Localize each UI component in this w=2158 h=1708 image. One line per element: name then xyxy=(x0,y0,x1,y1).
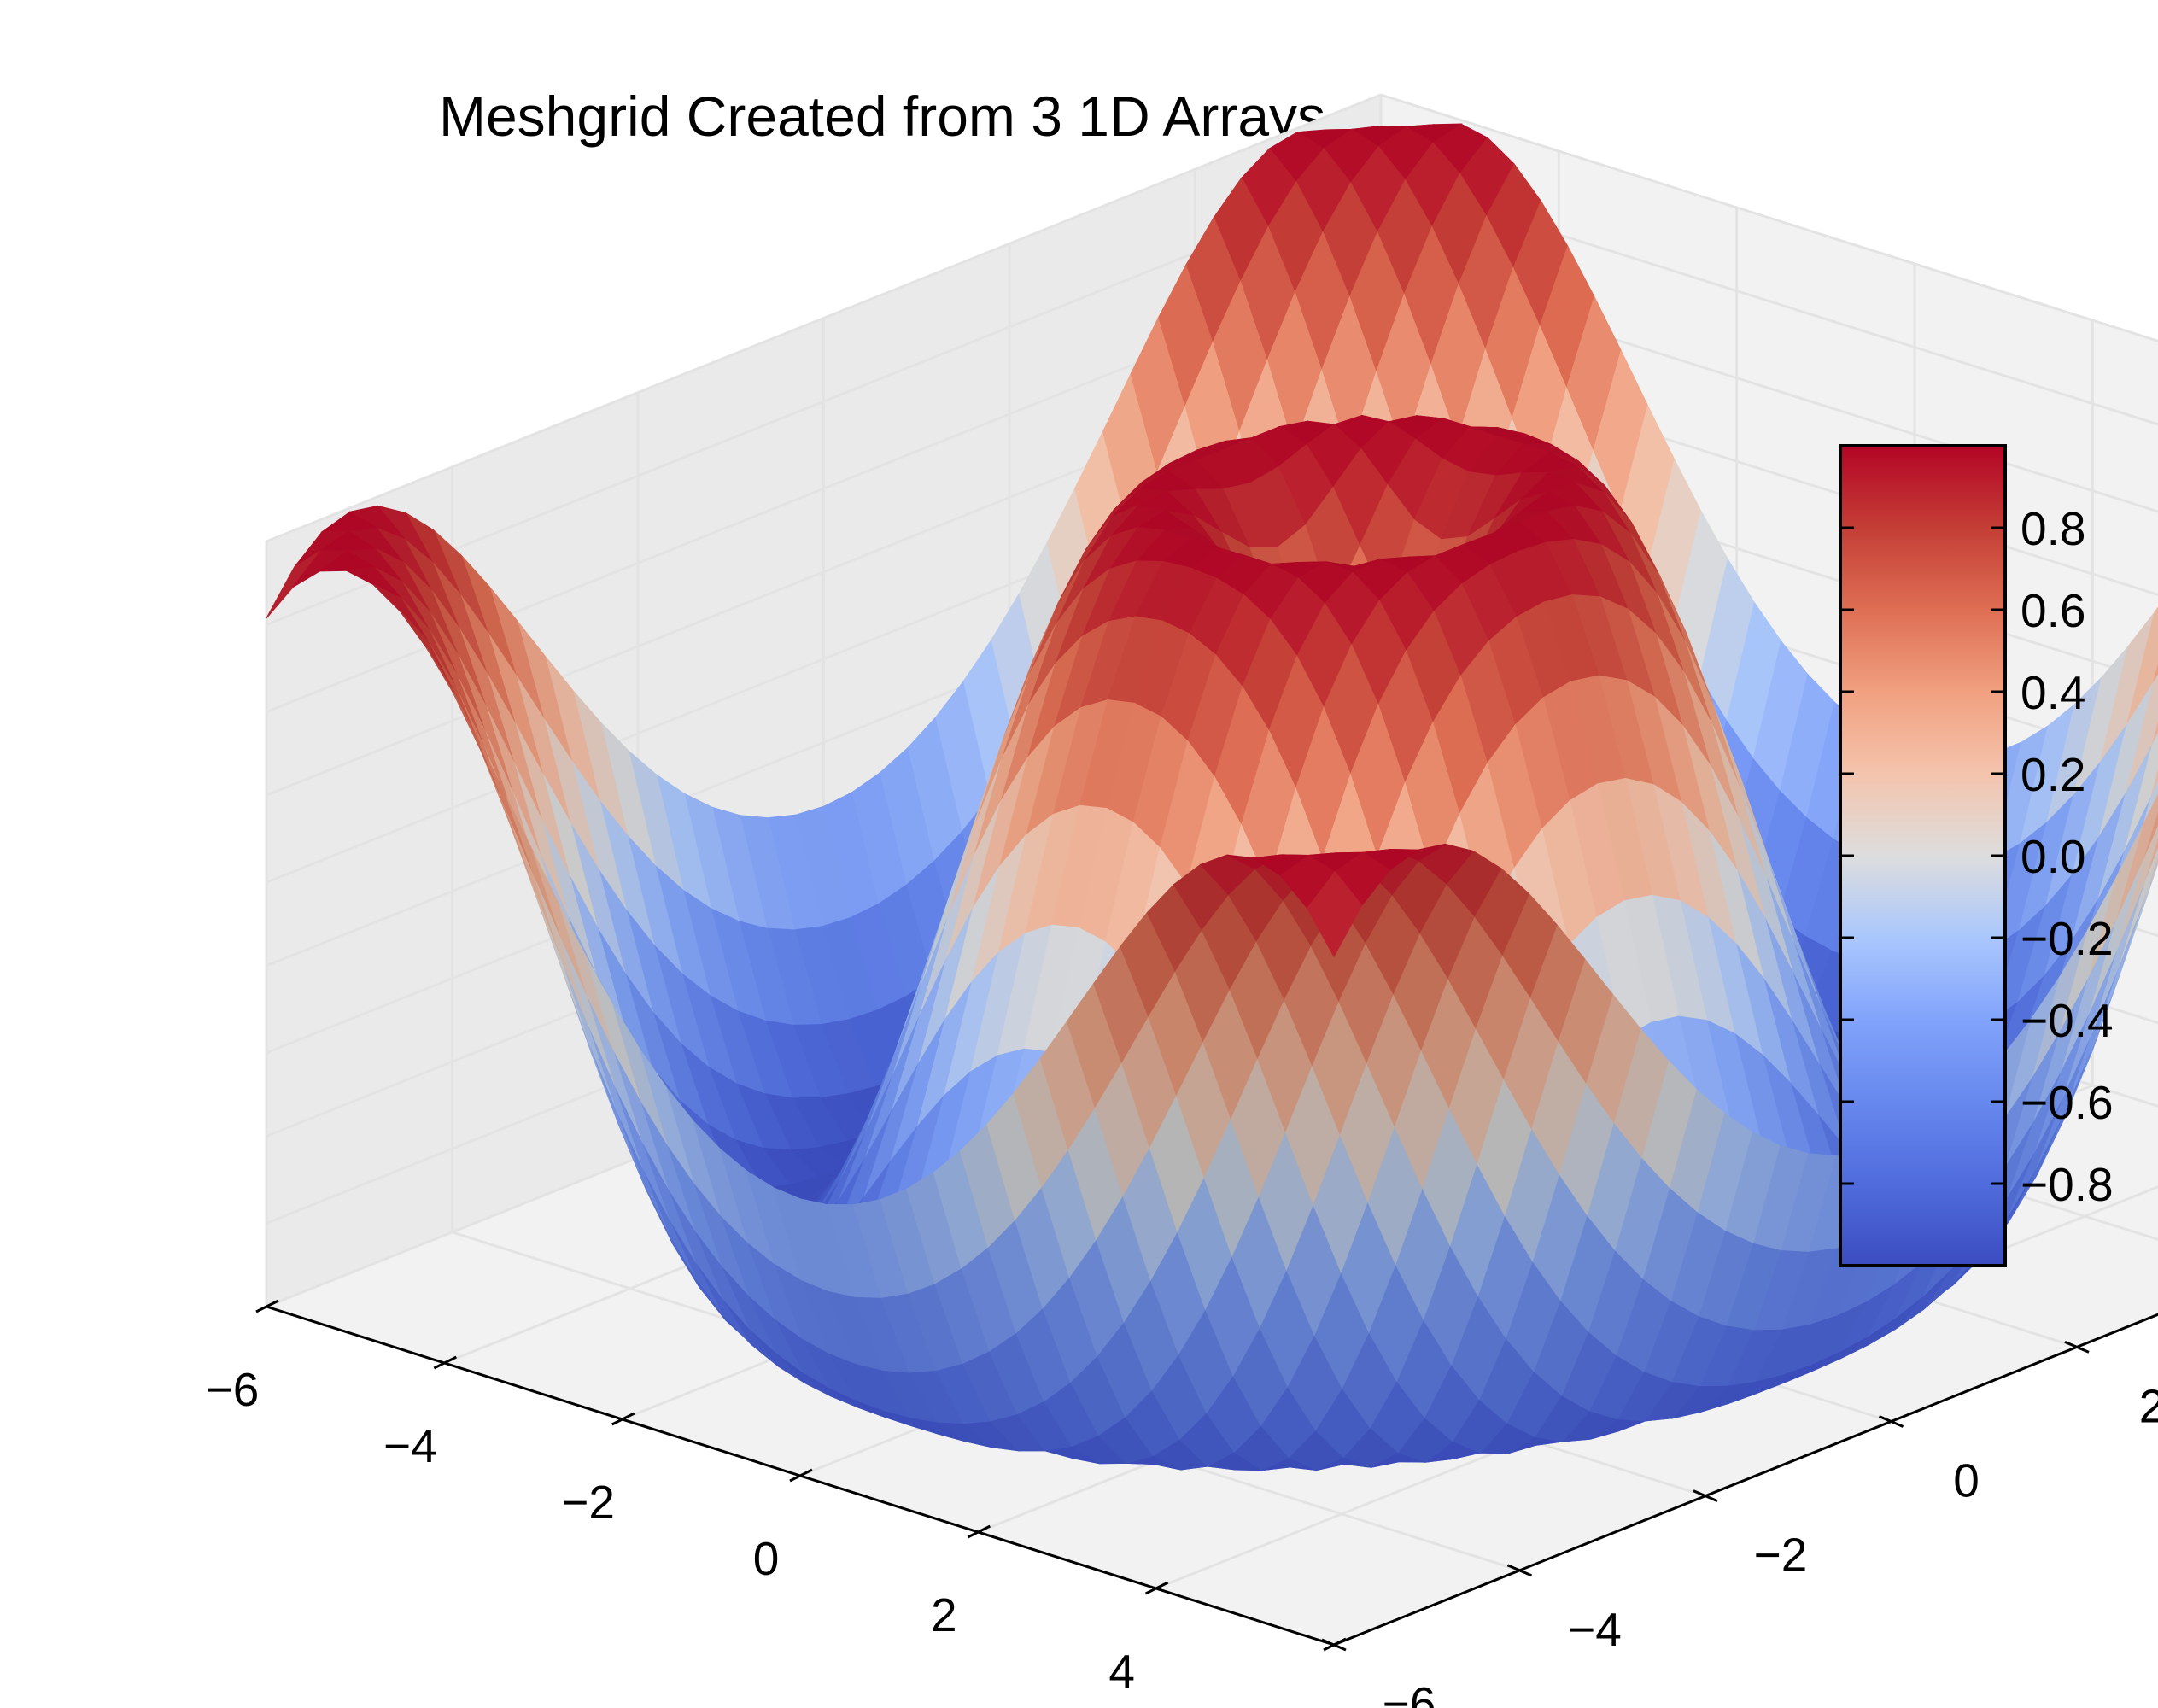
x-tick-label: −2 xyxy=(561,1476,615,1529)
colorbar-tick-label: −0.8 xyxy=(2021,1158,2114,1211)
x-tick-label: −6 xyxy=(206,1363,260,1416)
x-tick xyxy=(967,1524,991,1539)
x-tick-label: 0 xyxy=(753,1532,780,1585)
x-tick-label: −4 xyxy=(383,1419,437,1472)
colorbar: −0.8 −0.6 −0.4 −0.2 0.0 0.2 0.4 0.6 0.8 xyxy=(1839,444,2114,1267)
y-tick xyxy=(1506,1564,1533,1577)
surface-face xyxy=(2153,664,2158,683)
colorbar-tick-label: 0.0 xyxy=(2021,830,2085,883)
x-tick xyxy=(1144,1581,1169,1595)
x-tick-label: 4 xyxy=(1108,1645,1135,1698)
colorbar-bar xyxy=(1839,444,2007,1267)
x-tick xyxy=(789,1468,813,1483)
axes: −6−4−20246−6−4−20246-1.01-0.79-0.56-0.34… xyxy=(206,1299,2158,1708)
surface-face xyxy=(1307,870,1363,958)
chart-title: Meshgrid Created from 3 1D Arrays xyxy=(438,85,1326,148)
colorbar-tick-label: −0.4 xyxy=(2021,994,2114,1047)
x-tick-label: 6 xyxy=(1287,1701,1313,1708)
surface-face xyxy=(2151,721,2158,746)
y-tick-label: 2 xyxy=(2139,1379,2158,1432)
y-tick xyxy=(1878,1415,1904,1428)
y-tick-label: −2 xyxy=(1754,1529,1808,1582)
colorbar-tick-label: −0.6 xyxy=(2021,1076,2114,1129)
y-tick-label: 0 xyxy=(1953,1454,1980,1507)
x-tick-label: 2 xyxy=(931,1588,957,1641)
colorbar-tick-label: 0.6 xyxy=(2021,584,2085,637)
y-tick-label: −4 xyxy=(1568,1603,1622,1656)
y-tick xyxy=(1321,1638,1347,1652)
gridline xyxy=(1380,93,2158,342)
colorbar-tick-label: −0.2 xyxy=(2021,912,2114,965)
x-tick xyxy=(433,1355,458,1370)
x-tick xyxy=(611,1412,635,1426)
y-tick xyxy=(2064,1340,2090,1354)
colorbar-tick-label: 0.2 xyxy=(2021,748,2085,801)
colorbar-tick-label: 0.4 xyxy=(2021,666,2085,719)
surface-face xyxy=(2150,769,2158,798)
y-tick-label: −6 xyxy=(1383,1677,1436,1708)
x-tick xyxy=(255,1299,279,1313)
y-tick xyxy=(1693,1489,1718,1503)
colorbar-tick-label: 0.8 xyxy=(2021,502,2085,555)
gridline xyxy=(266,93,1382,543)
